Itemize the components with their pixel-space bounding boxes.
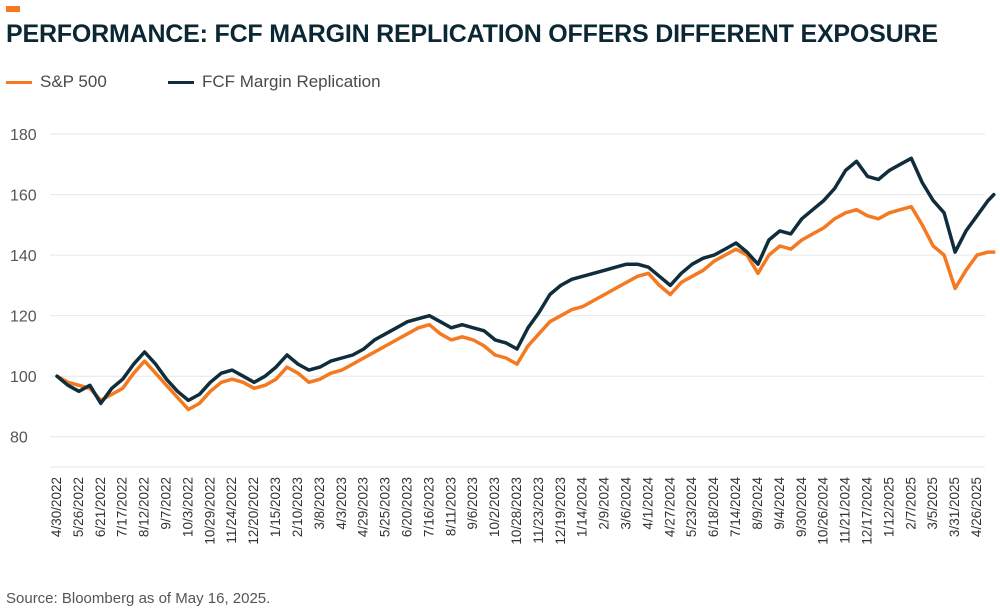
x-tick-label: 5/25/2023 xyxy=(378,477,393,537)
x-tick-label: 10/29/2022 xyxy=(202,477,217,545)
x-tick-label: 4/30/2022 xyxy=(49,477,64,537)
y-tick-label: 140 xyxy=(10,248,37,265)
x-tick-label: 9/30/2024 xyxy=(794,477,809,538)
chart-title: PERFORMANCE: FCF MARGIN REPLICATION OFFE… xyxy=(6,20,938,48)
x-tick-label: 7/17/2022 xyxy=(115,477,130,537)
x-tick-label: 4/3/2023 xyxy=(334,477,349,530)
series-line-fcf-margin-replication xyxy=(55,156,996,406)
x-tick-label: 11/24/2022 xyxy=(224,477,239,544)
legend-label-sp500: S&P 500 xyxy=(40,72,107,91)
x-tick-label: 8/11/2023 xyxy=(443,477,458,536)
x-tick-label: 1/14/2024 xyxy=(575,477,590,538)
x-tick-label: 8/12/2022 xyxy=(137,477,152,537)
legend-item-fcf: FCF Margin Replication xyxy=(168,70,381,94)
x-tick-label: 3/6/2024 xyxy=(619,477,634,530)
x-tick-label: 4/1/2024 xyxy=(640,477,655,530)
y-axis-ticks: 80 100 120 140 160 180 xyxy=(10,127,37,447)
x-tick-label: 3/8/2023 xyxy=(312,477,327,530)
x-tick-label: 10/3/2022 xyxy=(180,477,195,537)
x-tick-label: 1/12/2025 xyxy=(881,477,896,537)
x-tick-label: 11/23/2023 xyxy=(531,477,546,544)
legend-item-sp500: S&P 500 xyxy=(6,70,107,94)
x-tick-label: 10/28/2023 xyxy=(509,477,524,545)
x-tick-label: 9/7/2022 xyxy=(159,477,174,530)
y-tick-label: 180 xyxy=(10,127,37,144)
x-tick-label: 12/19/2023 xyxy=(553,477,568,545)
x-tick-label: 4/27/2024 xyxy=(662,477,677,538)
series-lines xyxy=(55,156,996,412)
x-tick-label: 2/10/2023 xyxy=(290,477,305,537)
x-tick-label: 6/21/2022 xyxy=(93,477,108,537)
x-tick-label: 4/26/2025 xyxy=(969,477,984,537)
y-tick-label: 100 xyxy=(10,369,37,386)
legend-swatch-fcf xyxy=(168,80,194,84)
x-tick-label: 2/7/2025 xyxy=(903,477,918,530)
x-tick-label: 6/20/2023 xyxy=(399,477,414,537)
x-tick-label: 5/26/2022 xyxy=(71,477,86,537)
x-tick-label: 1/15/2023 xyxy=(268,477,283,537)
x-axis-ticks: 4/30/2022 5/26/2022 6/21/2022 7/17/2022 8/12… xyxy=(49,477,984,545)
legend-swatch-sp500 xyxy=(6,80,32,84)
x-tick-label: 9/6/2023 xyxy=(465,477,480,530)
x-tick-label: 5/23/2024 xyxy=(684,477,699,538)
x-tick-label: 7/14/2024 xyxy=(728,477,743,538)
source-note: Source: Bloomberg as of May 16, 2025. xyxy=(6,590,271,607)
x-tick-label: 10/26/2024 xyxy=(816,477,831,545)
x-tick-label: 4/29/2023 xyxy=(356,477,371,537)
x-tick-label: 9/4/2024 xyxy=(772,477,787,530)
x-tick-label: 6/18/2024 xyxy=(706,477,721,538)
x-tick-label: 12/17/2024 xyxy=(859,477,874,545)
y-tick-label: 120 xyxy=(10,309,37,326)
x-tick-label: 10/2/2023 xyxy=(487,477,502,537)
y-tick-label: 80 xyxy=(10,430,28,447)
x-tick-label: 11/21/2024 xyxy=(838,477,853,544)
grid-lines xyxy=(50,133,985,468)
x-tick-label: 12/20/2022 xyxy=(246,477,261,545)
x-tick-label: 7/16/2023 xyxy=(421,477,436,537)
x-tick-label: 2/9/2024 xyxy=(597,477,612,530)
x-tick-label: 3/31/2025 xyxy=(947,477,962,537)
y-tick-label: 160 xyxy=(10,188,37,205)
series-line-sp500 xyxy=(55,204,996,412)
title-accent-bar xyxy=(6,6,20,12)
x-tick-label: 3/5/2025 xyxy=(925,477,940,530)
line-chart: 80 100 120 140 160 180 4/30/2022 5/26/2022 6/21… xyxy=(10,127,996,545)
x-tick-label: 8/9/2024 xyxy=(750,477,765,530)
legend-label-fcf: FCF Margin Replication xyxy=(202,72,381,91)
